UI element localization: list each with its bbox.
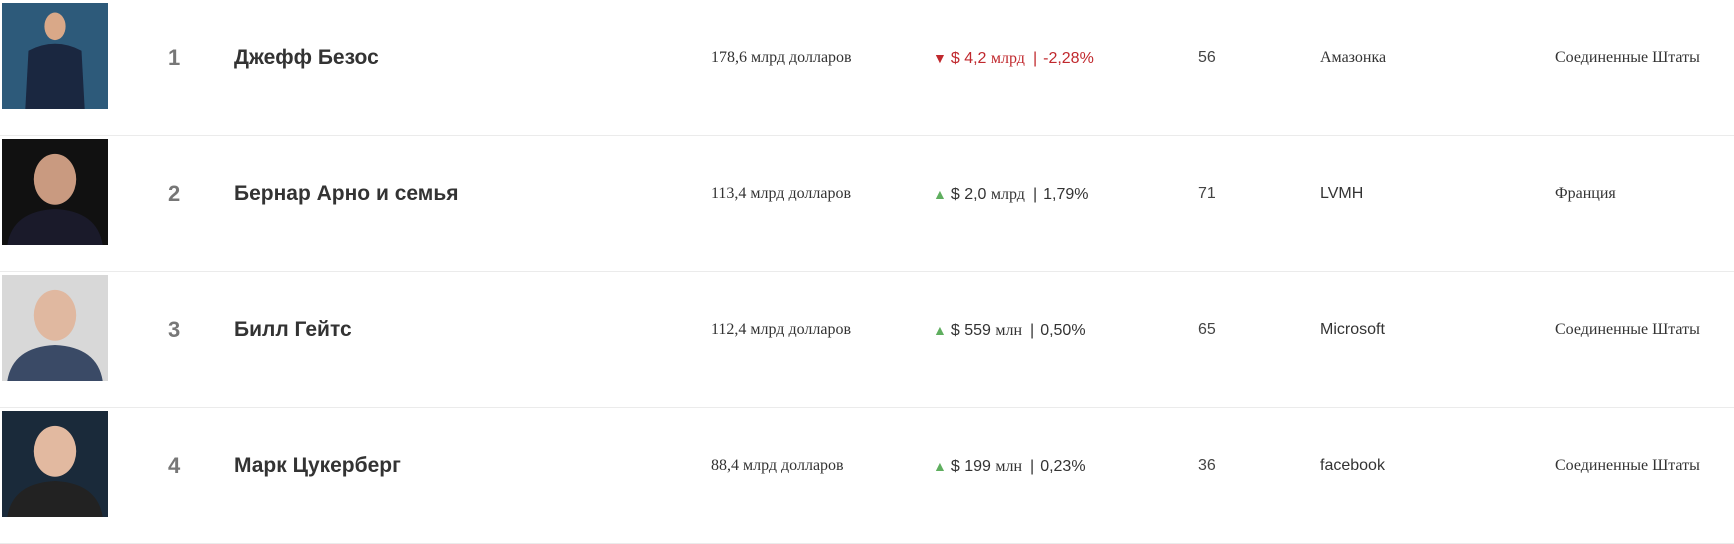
- age: 36: [1198, 457, 1216, 474]
- separator: |: [1032, 50, 1038, 67]
- country: Франция: [1555, 185, 1616, 202]
- person-photo[interactable]: [2, 3, 108, 109]
- person-name[interactable]: Билл Гейтс: [234, 318, 352, 341]
- change-amount: $ 2,0: [950, 186, 987, 203]
- age: 71: [1198, 185, 1216, 202]
- portrait-image: [2, 275, 108, 381]
- wealth-source: facebook: [1320, 457, 1385, 474]
- person-photo[interactable]: [2, 275, 108, 381]
- change-amount: $ 199: [950, 458, 991, 475]
- change-percent: 0,23%: [1040, 458, 1086, 475]
- separator: |: [1030, 322, 1035, 339]
- arrow-up-icon: ▲: [933, 322, 947, 338]
- arrow-up-icon: ▲: [933, 186, 947, 202]
- change-percent: -2,28%: [1043, 50, 1094, 67]
- rank: 1: [168, 45, 181, 70]
- separator: |: [1032, 186, 1038, 203]
- table-row[interactable]: 3 Билл Гейтс 112,4 млрд долларов ▲ $ 559 …: [0, 272, 1734, 408]
- change-unit: млн: [995, 458, 1023, 475]
- wealth-source: LVMH: [1320, 185, 1364, 202]
- age: 56: [1198, 49, 1216, 66]
- arrow-down-icon: ▼: [933, 50, 947, 66]
- table-row[interactable]: 4 Марк Цукерберг 88,4 млрд долларов ▲ $ 1…: [0, 408, 1734, 544]
- arrow-up-icon: ▲: [933, 458, 947, 474]
- rank: 3: [168, 317, 181, 342]
- net-worth: 178,6 млрд долларов: [711, 49, 852, 66]
- person-photo[interactable]: [2, 139, 108, 245]
- wealth-source: Microsoft: [1320, 321, 1385, 338]
- rank: 4: [168, 453, 181, 478]
- change-percent: 1,79%: [1043, 186, 1089, 203]
- person-name[interactable]: Джефф Безос: [234, 46, 379, 69]
- net-worth: 112,4 млрд долларов: [711, 321, 851, 338]
- change-amount: $ 4,2: [950, 50, 987, 67]
- country: Соединенные Штаты: [1555, 49, 1700, 66]
- change-percent: 0,50%: [1040, 322, 1086, 339]
- change-unit: млрд: [990, 186, 1025, 203]
- portrait-image: [2, 139, 108, 245]
- daily-change: ▲ $ 2,0 млрд | 1,79%: [933, 136, 1088, 253]
- change-unit: млн: [995, 322, 1023, 339]
- daily-change: ▲ $ 559 млн | 0,50%: [933, 272, 1086, 389]
- net-worth: 113,4 млрд долларов: [711, 185, 851, 202]
- wealth-source: Амазонка: [1320, 49, 1387, 66]
- change-amount: $ 559: [950, 322, 991, 339]
- table-row[interactable]: 1 Джефф Безос 178,6 млрд долларов ▼ $ 4,2…: [0, 0, 1734, 136]
- person-name[interactable]: Бернар Арно и семья: [234, 182, 459, 205]
- age: 65: [1198, 321, 1216, 338]
- separator: |: [1030, 458, 1035, 475]
- person-photo[interactable]: [2, 411, 108, 517]
- portrait-image: [2, 3, 108, 109]
- table-row[interactable]: 2 Бернар Арно и семья 113,4 млрд долларо…: [0, 136, 1734, 272]
- portrait-image: [2, 411, 108, 517]
- change-unit: млрд: [990, 50, 1025, 67]
- net-worth: 88,4 млрд долларов: [711, 457, 844, 474]
- country: Соединенные Штаты: [1555, 457, 1700, 474]
- person-name[interactable]: Марк Цукерберг: [234, 454, 401, 477]
- rank: 2: [168, 181, 181, 206]
- daily-change: ▼ $ 4,2 млрд | -2,28%: [933, 0, 1094, 117]
- country: Соединенные Штаты: [1555, 321, 1700, 338]
- daily-change: ▲ $ 199 млн | 0,23%: [933, 408, 1086, 525]
